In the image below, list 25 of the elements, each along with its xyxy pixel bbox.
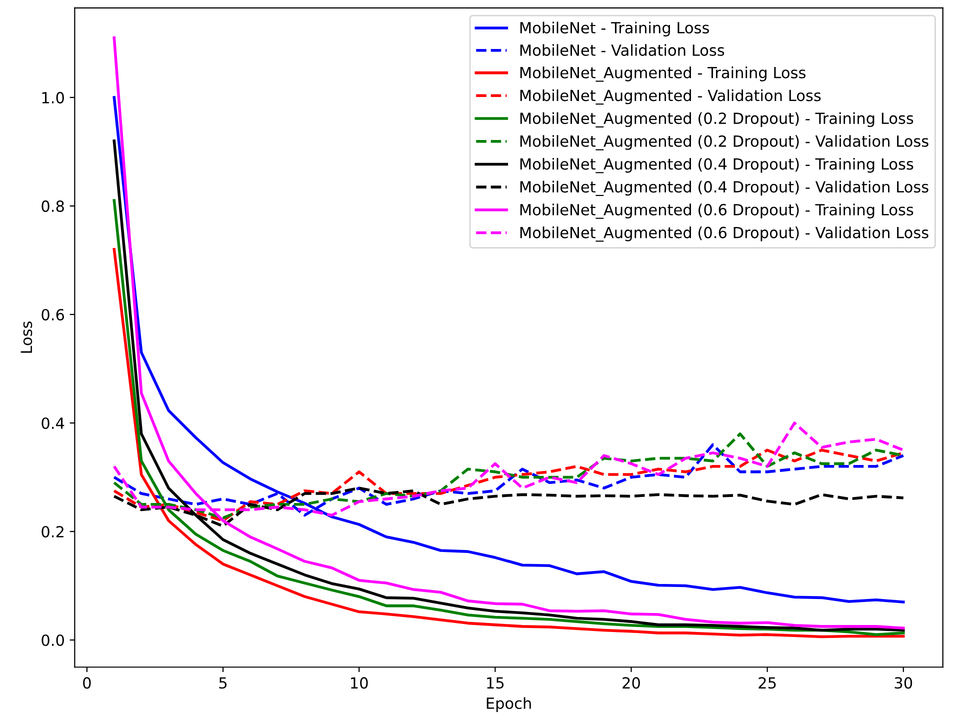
legend-label: MobileNet_Augmented (0.2 Dropout) - Validation Loss — [520, 135, 928, 150]
x-tick-label: 20 — [622, 677, 640, 689]
x-tick-label: 25 — [758, 677, 776, 689]
legend-label: MobileNet_Augmented (0.6 Dropout) - Validation Loss — [520, 226, 928, 242]
x-tick-label: 5 — [219, 677, 227, 689]
x-tick-label: 0 — [83, 677, 91, 689]
legend-label: MobileNet - Validation Loss — [520, 44, 724, 56]
legend-label: MobileNet_Augmented (0.4 Dropout) - Validation Loss — [520, 180, 928, 196]
y-tick-label: 0.6 — [42, 308, 64, 320]
y-tick-label: 0.0 — [42, 634, 64, 646]
x-axis-title: Epoch — [486, 697, 531, 712]
y-tick-label: 0.4 — [42, 417, 64, 430]
legend-label: MobileNet_Augmented - Training Loss — [520, 66, 806, 82]
legend-label: MobileNet - Training Loss — [520, 22, 709, 36]
x-tick-label: 15 — [487, 677, 504, 689]
y-tick-label: 0.2 — [42, 526, 64, 538]
legend-label: MobileNet_Augmented - Validation Loss — [520, 89, 821, 105]
y-tick-label: 0.8 — [42, 200, 64, 212]
x-tick-label: 30 — [894, 677, 912, 689]
y-tick-label: 1.0 — [42, 92, 64, 104]
legend-label: MobileNet_Augmented (0.2 Dropout) - Training Loss — [520, 112, 914, 128]
legend-label: MobileNet_Augmented (0.6 Dropout) - Training Loss — [520, 204, 914, 219]
x-tick-label: 10 — [351, 677, 368, 689]
y-axis-title: Loss — [20, 322, 32, 353]
legend-label: MobileNet_Augmented (0.4 Dropout) - Training Loss — [520, 158, 914, 174]
